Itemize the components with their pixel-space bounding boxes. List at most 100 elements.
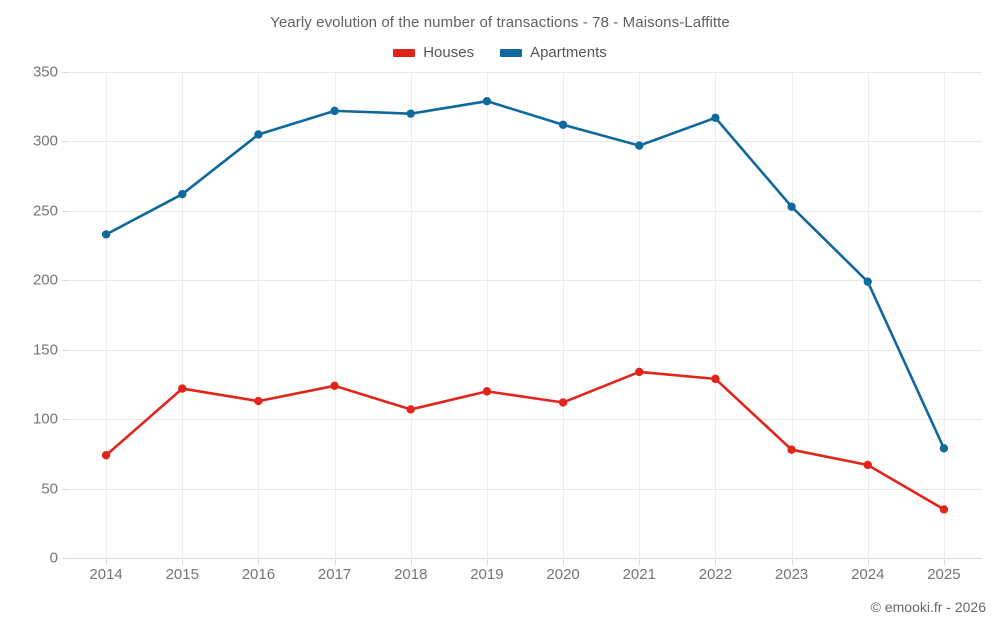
- y-gridline: [68, 419, 982, 421]
- y-tick-label: 0: [49, 549, 58, 567]
- x-tick-label: 2025: [927, 566, 961, 583]
- data-point[interactable]: [178, 189, 187, 199]
- legend-item-houses[interactable]: Houses: [393, 44, 474, 61]
- x-tick-label: 2020: [546, 566, 580, 583]
- data-point[interactable]: [558, 398, 568, 407]
- data-point[interactable]: [787, 445, 796, 454]
- data-point[interactable]: [863, 460, 872, 470]
- y-axis: 0 50 100 150 200 250 300 350: [0, 64, 58, 567]
- x-tick-label: 2017: [317, 566, 352, 583]
- y-tick-label: 350: [32, 63, 58, 81]
- x-gridline: [791, 72, 793, 558]
- data-point[interactable]: [939, 505, 949, 514]
- data-point[interactable]: [330, 106, 339, 116]
- y-tick-label: 100: [32, 410, 58, 428]
- x-tick-label: 2016: [241, 566, 276, 583]
- x-tick-label: 2019: [470, 566, 504, 583]
- chart-title: Yearly evolution of the number of transa…: [270, 14, 730, 31]
- series-line: [104, 99, 946, 450]
- x-tick-mark: [334, 560, 336, 565]
- data-point[interactable]: [635, 141, 644, 150]
- y-tick-mark: [62, 280, 68, 282]
- y-tick-label: 300: [32, 132, 58, 150]
- copyright-footer: © emooki.fr - 2026: [870, 599, 986, 615]
- x-tick-mark: [943, 560, 945, 565]
- y-gridline: [68, 280, 982, 282]
- y-tick-mark: [62, 419, 68, 421]
- x-axis: 2014 2015 2016 2017 2018 2019 2020 2021 2022 2023…: [68, 560, 982, 590]
- series-apartments: [101, 96, 949, 453]
- y-gridline: [68, 488, 982, 490]
- x-tick-label: 2023: [774, 566, 809, 583]
- y-tick-mark: [62, 210, 68, 212]
- data-point[interactable]: [178, 384, 187, 393]
- data-point[interactable]: [406, 405, 415, 414]
- y-tick-label: 50: [41, 480, 58, 498]
- legend-label: Houses: [423, 44, 475, 61]
- series-line: [104, 370, 946, 511]
- x-gridline: [410, 72, 412, 558]
- x-tick-mark: [715, 560, 717, 565]
- x-gridline: [182, 72, 184, 558]
- data-point[interactable]: [711, 374, 720, 384]
- y-tick-mark: [62, 349, 68, 351]
- y-tick-mark: [62, 558, 68, 559]
- series-layer: [101, 96, 949, 514]
- legend-label: Apartments: [530, 44, 607, 61]
- data-point[interactable]: [406, 109, 415, 118]
- series-houses: [101, 367, 949, 514]
- x-gridline: [867, 72, 869, 558]
- x-gridline: [943, 72, 945, 558]
- x-gridline: [258, 72, 260, 558]
- x-tick-mark: [258, 560, 260, 565]
- y-gridline: [68, 141, 982, 143]
- x-tick-label: 2022: [698, 566, 733, 583]
- y-gridline: [68, 558, 982, 559]
- chart-legend: Houses Apartments: [0, 44, 1000, 61]
- x-tick-mark: [106, 560, 108, 565]
- x-tick-mark: [182, 560, 184, 565]
- x-tick-mark: [639, 560, 641, 565]
- x-gridline: [715, 72, 717, 558]
- data-point[interactable]: [482, 387, 492, 396]
- x-tick-label: 2021: [622, 566, 656, 583]
- data-point[interactable]: [711, 113, 720, 123]
- y-tick-mark: [62, 141, 68, 143]
- data-point[interactable]: [787, 202, 796, 211]
- data-point[interactable]: [254, 130, 263, 139]
- data-point[interactable]: [939, 444, 949, 453]
- data-point[interactable]: [635, 367, 644, 377]
- y-gridline: [68, 210, 982, 212]
- y-tick-mark: [62, 488, 68, 490]
- legend-swatch-icon: [500, 48, 523, 57]
- y-tick-label: 150: [32, 341, 58, 359]
- x-tick-mark: [791, 560, 793, 565]
- data-point[interactable]: [863, 277, 872, 286]
- data-point[interactable]: [101, 451, 111, 460]
- x-tick-mark: [867, 560, 869, 565]
- data-point[interactable]: [482, 96, 492, 106]
- data-point[interactable]: [101, 230, 111, 239]
- legend-swatch-icon: [393, 48, 416, 57]
- data-point[interactable]: [330, 381, 339, 391]
- x-gridline: [334, 72, 336, 558]
- legend-item-apartments[interactable]: Apartments: [500, 44, 607, 61]
- x-gridline: [106, 72, 108, 558]
- data-point[interactable]: [254, 396, 263, 406]
- x-tick-label: 2018: [394, 566, 428, 583]
- y-tick-label: 200: [32, 271, 58, 289]
- data-point[interactable]: [558, 120, 568, 129]
- x-tick-label: 2024: [851, 566, 885, 583]
- x-gridline: [486, 72, 488, 558]
- x-gridline: [563, 72, 565, 558]
- x-tick-label: 2014: [89, 566, 123, 583]
- x-gridline: [639, 72, 641, 558]
- x-tick-mark: [410, 560, 412, 565]
- x-tick-mark: [486, 560, 488, 565]
- x-tick-label: 2015: [165, 566, 199, 583]
- plot-area: [68, 72, 982, 559]
- y-gridline: [68, 72, 982, 73]
- y-tick-label: 250: [32, 202, 58, 220]
- x-tick-mark: [563, 560, 565, 565]
